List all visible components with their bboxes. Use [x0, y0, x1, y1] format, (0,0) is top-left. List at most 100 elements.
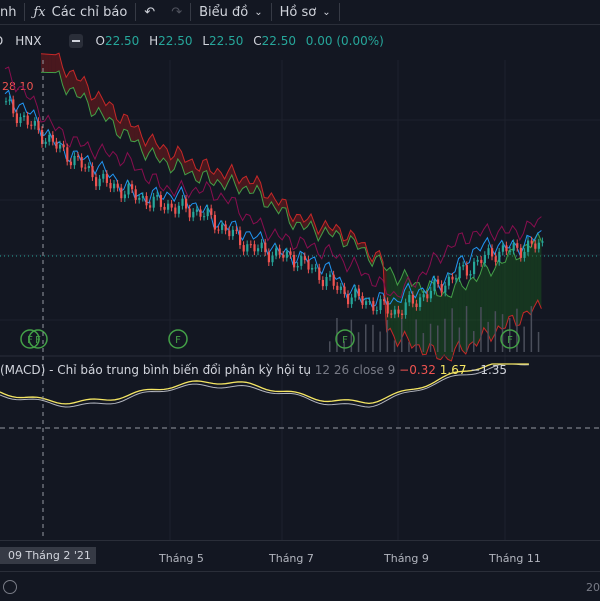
volume-bar: [386, 319, 389, 352]
candle-body: [102, 173, 105, 179]
cloud-segment: [235, 174, 239, 194]
cloud-segment: [145, 138, 149, 161]
dividend-marker-label: F: [27, 335, 33, 346]
candle-body: [192, 211, 195, 218]
candle-body: [303, 256, 306, 260]
candle-body: [408, 294, 411, 303]
profile-menu-button[interactable]: Hồ sơ ⌄: [272, 0, 339, 24]
candle-body: [69, 161, 72, 166]
low-label: L: [202, 34, 210, 48]
candle-body: [494, 256, 497, 262]
candle-body: [213, 214, 216, 230]
cloud-segment: [181, 151, 185, 175]
cloud-segment: [307, 213, 311, 227]
redo-icon: ↷: [171, 4, 183, 20]
candle-body: [228, 230, 231, 237]
cloud-segment: [275, 199, 279, 214]
cloud-segment: [343, 239, 347, 247]
candle-body: [307, 259, 310, 270]
cloud-segment: [149, 134, 153, 153]
bottom-right-label: 20: [586, 581, 600, 594]
candle-body: [231, 229, 234, 237]
high-value: 22.50: [158, 34, 193, 48]
cloud-segment: [455, 277, 459, 349]
cloud-segment: [433, 283, 437, 359]
cloud-segment: [476, 274, 481, 347]
dividend-marker: [335, 329, 355, 349]
candle-body: [336, 285, 339, 291]
dividend-marker-label: F: [175, 335, 181, 346]
candle-body: [109, 182, 112, 189]
candle-body: [350, 297, 353, 305]
high-label: H: [149, 34, 159, 48]
circle-icon[interactable]: [3, 580, 17, 594]
candle-body: [30, 124, 33, 126]
candle-body: [116, 183, 119, 188]
toolbar-partial-item[interactable]: nh: [0, 0, 24, 24]
profile-menu-label: Hồ sơ: [279, 4, 317, 20]
volume-bar: [422, 333, 425, 352]
open-label: O: [95, 34, 105, 48]
candle-body: [390, 313, 393, 315]
span-a-line: [40, 70, 542, 299]
cloud-segment: [210, 171, 214, 186]
candle-body: [530, 240, 533, 244]
ohlc-values: O22.50 H22.50 L22.50 C22.50 0.00 (0.00%): [95, 34, 389, 48]
candle-body: [26, 115, 29, 125]
volume-bar: [487, 321, 489, 352]
cloud-segment: [530, 239, 535, 315]
cloud-segment: [44, 54, 49, 73]
candle-body: [174, 207, 177, 214]
candle-body: [188, 208, 191, 218]
cloud-segment: [239, 178, 243, 194]
candle-body: [170, 203, 173, 208]
redo-button[interactable]: ↷: [163, 0, 190, 24]
cloud-segment: [447, 295, 452, 361]
collapse-legend-button[interactable]: [69, 34, 84, 48]
candle-body: [177, 205, 180, 214]
candle-body: [159, 195, 162, 207]
volume-bar: [408, 342, 410, 352]
cloud-segment: [231, 164, 236, 185]
candle-body: [199, 209, 202, 217]
low-value: 22.50: [209, 34, 244, 48]
candle-body: [375, 310, 378, 312]
candle-body: [44, 141, 47, 144]
cloud-segment: [419, 282, 423, 355]
date-tick: Tháng 11: [489, 552, 541, 565]
cloud-segment: [87, 85, 92, 117]
candle-body: [411, 294, 414, 304]
indicators-button[interactable]: ƒx Các chỉ báo: [25, 0, 135, 24]
cloud-segment: [325, 220, 329, 234]
fx-icon: ƒx: [33, 4, 46, 20]
candle-body: [451, 276, 454, 280]
candle-body: [383, 299, 386, 302]
date-axis[interactable]: Tháng 5 Tháng 7 Tháng 9 Tháng 11: [0, 540, 600, 571]
cloud-segment: [138, 125, 142, 151]
close-value: 22.50: [261, 34, 296, 48]
candle-body: [329, 274, 332, 277]
candle-body: [15, 113, 18, 124]
cloud-segment: [350, 230, 355, 240]
candle-body: [253, 244, 256, 252]
cloud-segment: [116, 119, 121, 139]
undo-button[interactable]: ↶: [136, 0, 163, 24]
cloud-segment: [131, 126, 135, 142]
candle-body: [321, 279, 324, 287]
macd-hist-value: −0.32: [399, 363, 436, 377]
candle-body: [476, 259, 479, 262]
candle-body: [235, 229, 238, 231]
candle-body: [242, 245, 245, 252]
candle-body: [260, 242, 263, 249]
candle-body: [354, 288, 357, 298]
volume-bar: [465, 306, 468, 352]
volume-bar: [530, 306, 533, 352]
cloud-segment: [318, 227, 322, 241]
cloud-segment: [289, 214, 293, 230]
bottom-bar: 20: [0, 571, 600, 601]
chevron-down-icon: ⌄: [322, 6, 331, 18]
candle-body: [386, 301, 389, 314]
chart-menu-button[interactable]: Biểu đồ ⌄: [191, 0, 271, 24]
candle-body: [347, 293, 350, 305]
